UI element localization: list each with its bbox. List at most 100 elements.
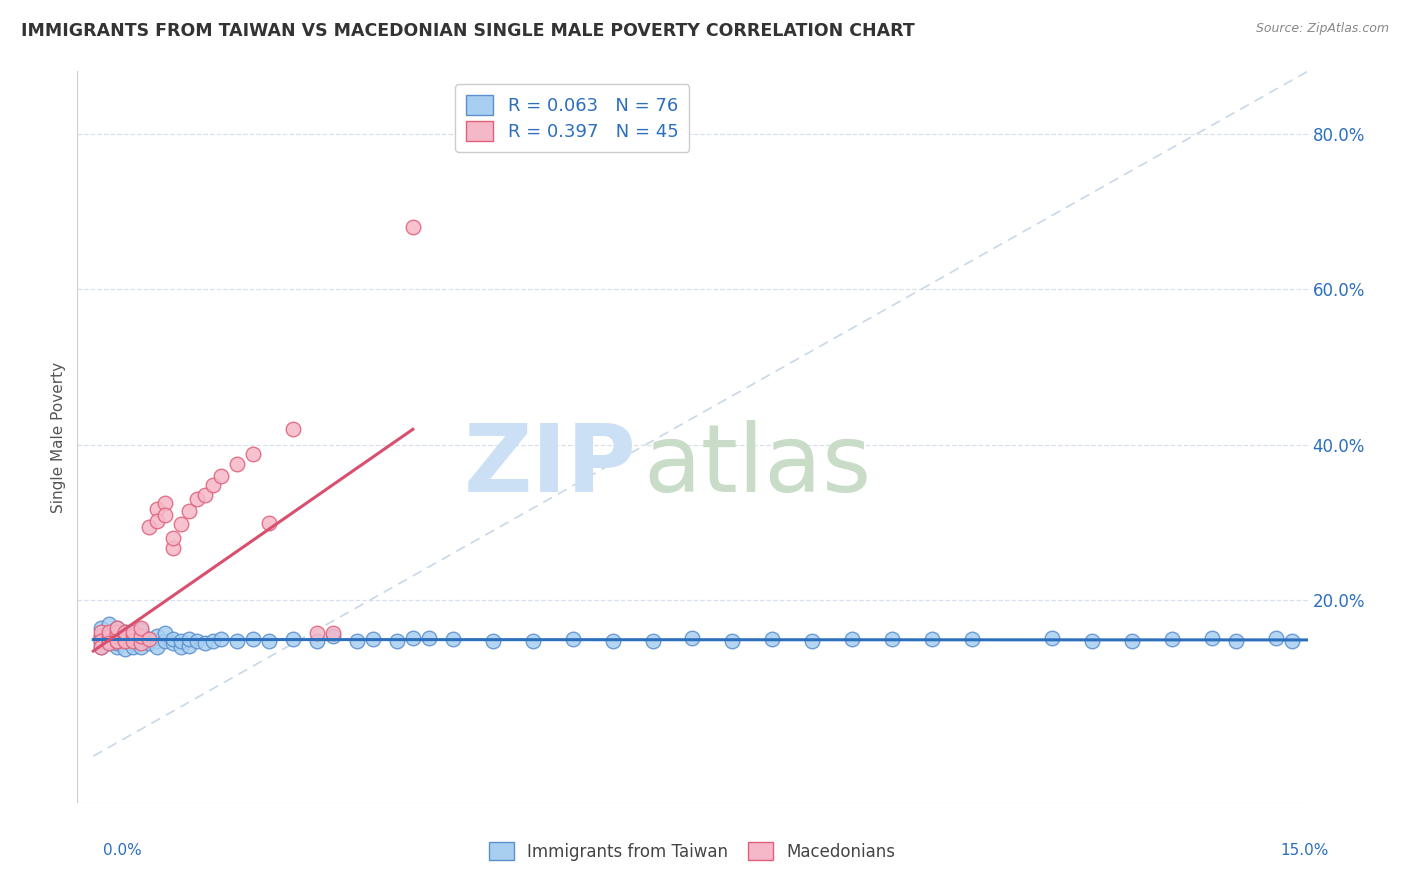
Point — [179, 632, 201, 647]
Point — [98, 628, 121, 642]
Point — [1281, 634, 1303, 648]
Y-axis label: Single Male Poverty: Single Male Poverty — [51, 361, 66, 513]
Point — [90, 624, 112, 639]
Text: Source: ZipAtlas.com: Source: ZipAtlas.com — [1256, 22, 1389, 36]
Point — [170, 640, 193, 655]
Point — [281, 422, 304, 436]
Point — [155, 496, 177, 510]
Point — [105, 621, 128, 635]
Point — [114, 624, 136, 639]
Point — [138, 632, 160, 647]
Point — [98, 634, 121, 648]
Point — [1040, 631, 1063, 645]
Point — [122, 631, 145, 645]
Point — [129, 636, 152, 650]
Point — [1264, 631, 1286, 645]
Point — [90, 628, 112, 642]
Point — [129, 621, 152, 635]
Point — [90, 621, 112, 635]
Point — [105, 628, 128, 642]
Point — [138, 636, 160, 650]
Point — [346, 634, 368, 648]
Point — [1225, 634, 1247, 648]
Point — [186, 634, 208, 648]
Point — [561, 632, 583, 647]
Point — [105, 634, 128, 648]
Point — [186, 492, 208, 507]
Point — [209, 469, 232, 483]
Point — [105, 621, 128, 635]
Point — [105, 636, 128, 650]
Point — [841, 632, 863, 647]
Point — [90, 636, 112, 650]
Point — [98, 634, 121, 648]
Point — [170, 634, 193, 648]
Point — [90, 634, 112, 648]
Point — [162, 531, 184, 545]
Point — [138, 519, 160, 533]
Point — [921, 632, 943, 647]
Point — [90, 628, 112, 642]
Point — [122, 640, 145, 655]
Text: atlas: atlas — [644, 420, 872, 512]
Point — [1121, 634, 1143, 648]
Point — [441, 632, 464, 647]
Point — [90, 640, 112, 655]
Point — [418, 631, 440, 645]
Point — [90, 632, 112, 647]
Point — [98, 624, 121, 639]
Point — [129, 623, 152, 637]
Point — [162, 636, 184, 650]
Point — [226, 634, 249, 648]
Point — [179, 504, 201, 518]
Text: ZIP: ZIP — [464, 420, 637, 512]
Point — [155, 626, 177, 640]
Point — [155, 508, 177, 522]
Point — [114, 634, 136, 648]
Point — [122, 634, 145, 648]
Point — [114, 624, 136, 639]
Point — [105, 634, 128, 648]
Point — [682, 631, 704, 645]
Point — [305, 626, 328, 640]
Point — [105, 632, 128, 647]
Point — [155, 634, 177, 648]
Point — [242, 632, 264, 647]
Point — [721, 634, 744, 648]
Point — [114, 641, 136, 656]
Point — [385, 634, 408, 648]
Point — [114, 634, 136, 648]
Point — [146, 514, 169, 528]
Point — [522, 634, 544, 648]
Point — [481, 119, 503, 133]
Point — [146, 501, 169, 516]
Point — [305, 634, 328, 648]
Point — [761, 632, 783, 647]
Point — [882, 632, 904, 647]
Point — [114, 632, 136, 647]
Point — [602, 634, 624, 648]
Point — [162, 541, 184, 555]
Legend: Immigrants from Taiwan, Macedonians: Immigrants from Taiwan, Macedonians — [482, 836, 903, 868]
Point — [98, 636, 121, 650]
Point — [194, 488, 217, 502]
Point — [1081, 634, 1104, 648]
Point — [122, 628, 145, 642]
Point — [361, 632, 384, 647]
Point — [242, 447, 264, 461]
Point — [129, 640, 152, 655]
Point — [98, 616, 121, 631]
Point — [114, 631, 136, 645]
Point — [122, 624, 145, 639]
Point — [138, 632, 160, 647]
Point — [98, 624, 121, 639]
Point — [122, 626, 145, 640]
Point — [90, 640, 112, 655]
Point — [281, 632, 304, 647]
Point — [402, 631, 425, 645]
Point — [209, 632, 232, 647]
Point — [129, 634, 152, 648]
Text: IMMIGRANTS FROM TAIWAN VS MACEDONIAN SINGLE MALE POVERTY CORRELATION CHART: IMMIGRANTS FROM TAIWAN VS MACEDONIAN SIN… — [21, 22, 915, 40]
Point — [801, 634, 824, 648]
Point — [960, 632, 983, 647]
